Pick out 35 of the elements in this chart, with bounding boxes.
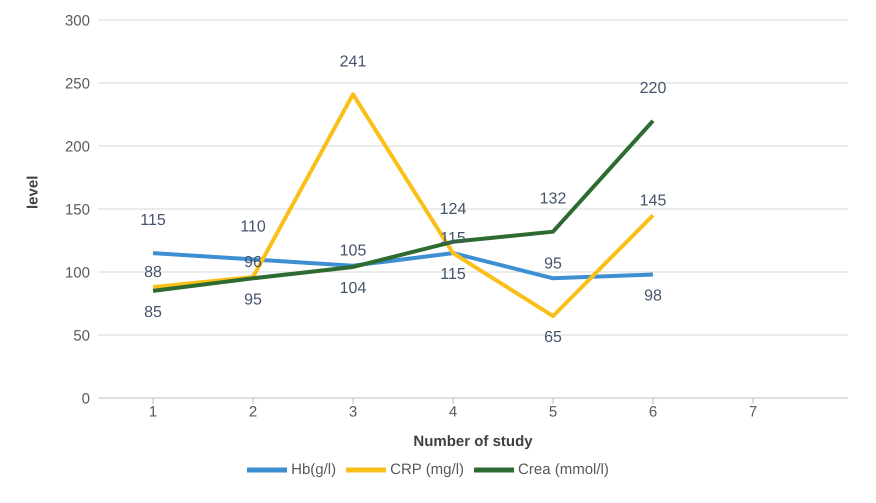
x-tick-label: 5 [548, 404, 558, 421]
x-tick-label: 1 [148, 404, 158, 421]
x-tick-label: 6 [648, 404, 658, 421]
data-label: 95 [544, 255, 562, 272]
data-label: 104 [340, 280, 366, 297]
data-label: 65 [544, 329, 562, 346]
data-label: 88 [144, 264, 162, 282]
x-tick-label: 7 [748, 404, 758, 421]
data-label: 110 [240, 218, 266, 236]
y-tick-label: 100 [64, 264, 90, 282]
legend-label: Crea (mmol/l) [518, 460, 609, 478]
x-tick-label: 3 [348, 404, 358, 421]
data-label: 95 [244, 291, 262, 308]
data-label: 105 [340, 242, 366, 260]
data-label: 132 [540, 190, 566, 208]
y-tick-label: 0 [82, 390, 90, 408]
y-tick-label: 250 [64, 75, 90, 92]
data-label: 85 [144, 304, 162, 321]
data-label: 241 [340, 53, 366, 70]
legend-label: Hb(g/l) [291, 460, 336, 478]
x-axis-title: Number of study [413, 433, 534, 450]
data-label: 124 [440, 200, 466, 218]
data-label: 115 [440, 266, 466, 284]
data-label: 115 [140, 212, 166, 230]
y-tick-label: 50 [73, 327, 90, 344]
data-label: 98 [644, 288, 662, 305]
x-tick-label: 4 [448, 404, 458, 421]
data-label: 145 [640, 192, 666, 210]
x-tick-label: 2 [248, 404, 258, 421]
y-tick-label: 200 [64, 138, 90, 156]
legend-label: CRP (mg/l) [390, 460, 464, 478]
data-label: 220 [640, 80, 666, 97]
y-tick-label: 150 [64, 201, 90, 218]
y-axis-title: level [24, 176, 42, 209]
y-tick-label: 300 [64, 12, 90, 30]
